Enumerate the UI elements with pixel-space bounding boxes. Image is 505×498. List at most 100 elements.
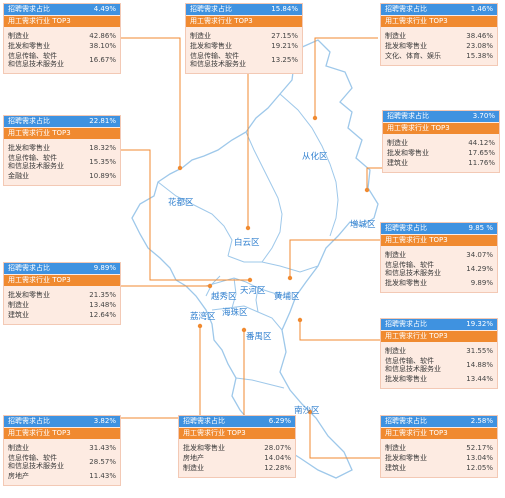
share-label: 招聘需求占比: [8, 264, 50, 272]
industry-row: 建筑业 12.64%: [8, 311, 116, 319]
industry-list: 批发和零售业 18.32% 信息传输、软件 和信息技术服务业 15.35% 金融业 10.…: [4, 139, 120, 185]
share-value: 3.82%: [93, 417, 116, 425]
industry-share: 52.17%: [466, 444, 493, 452]
district-stat-card: 招聘需求占比 15.84% 用工需求行业 TOP3 制造业 27.15% 批发和零售业 19…: [185, 3, 303, 74]
district-label-panyu: 番禺区: [246, 332, 272, 342]
industry-row: 制造业 13.48%: [8, 301, 116, 309]
industry-list: 制造业 42.86% 批发和零售业 38.10% 信息传输、软件 和信息技术服务业 16.…: [4, 27, 120, 73]
industry-list: 批发和零售业 21.35% 制造业 13.48% 建筑业 12.64%: [4, 286, 120, 324]
share-label: 招聘需求占比: [387, 112, 429, 120]
industry-name: 金融业: [8, 172, 29, 180]
industry-share: 14.88%: [466, 361, 493, 369]
share-value: 22.81%: [89, 117, 116, 125]
industry-row: 信息传输、软件 和信息技术服务业 13.25%: [190, 52, 298, 68]
industry-name: 批发和零售业: [387, 149, 429, 157]
share-value: 6.29%: [268, 417, 291, 425]
district-stat-card: 招聘需求占比 6.29% 用工需求行业 TOP3 批发和零售业 28.07% 房地产 14.…: [178, 415, 296, 478]
share-label: 招聘需求占比: [8, 117, 50, 125]
share-value: 19.32%: [466, 320, 493, 328]
share-label: 招聘需求占比: [385, 224, 427, 232]
share-value: 3.70%: [472, 112, 495, 120]
top3-header: 用工需求行业 TOP3: [381, 16, 497, 27]
industry-name: 制造业: [183, 464, 204, 472]
industry-name: 批发和零售业: [190, 42, 232, 50]
industry-share: 21.35%: [89, 291, 116, 299]
industry-row: 信息传输、软件 和信息技术服务业 16.67%: [8, 52, 116, 68]
share-value: 4.49%: [93, 5, 116, 13]
industry-name: 批发和零售业: [385, 42, 427, 50]
industry-share: 14.04%: [264, 454, 291, 462]
share-label: 招聘需求占比: [8, 5, 50, 13]
industry-row: 建筑业 11.76%: [387, 159, 495, 167]
share-header: 招聘需求占比 1.46%: [381, 4, 497, 15]
leader-dots: [177, 115, 370, 415]
industry-row: 房地产 14.04%: [183, 454, 291, 462]
industry-row: 制造业 44.12%: [387, 139, 495, 147]
industry-name: 信息传输、软件 和信息技术服务业: [8, 454, 64, 470]
share-value: 15.84%: [271, 5, 298, 13]
district-stat-card: 招聘需求占比 1.46% 用工需求行业 TOP3 制造业 38.46% 批发和零售业 23.…: [380, 3, 498, 66]
share-header: 招聘需求占比 19.32%: [381, 319, 497, 330]
industry-row: 批发和零售业 23.08%: [385, 42, 493, 50]
industry-row: 批发和零售业 28.07%: [183, 444, 291, 452]
industry-name: 建筑业: [387, 159, 408, 167]
district-stat-card: 招聘需求占比 19.32% 用工需求行业 TOP3 制造业 31.55% 信息传输、软件 …: [380, 318, 498, 389]
share-label: 招聘需求占比: [385, 5, 427, 13]
top3-header: 用工需求行业 TOP3: [186, 16, 302, 27]
industry-share: 27.15%: [271, 32, 298, 40]
industry-share: 11.76%: [468, 159, 495, 167]
share-header: 招聘需求占比 3.82%: [4, 416, 120, 427]
industry-row: 批发和零售业 21.35%: [8, 291, 116, 299]
district-stat-card: 招聘需求占比 4.49% 用工需求行业 TOP3 制造业 42.86% 批发和零售业 38.…: [3, 3, 121, 74]
industry-share: 11.43%: [89, 472, 116, 480]
industry-name: 信息传输、软件 和信息技术服务业: [8, 154, 64, 170]
share-label: 招聘需求占比: [385, 320, 427, 328]
share-value: 9.89%: [93, 264, 116, 272]
industry-share: 14.29%: [466, 265, 493, 273]
district-stat-card: 招聘需求占比 3.82% 用工需求行业 TOP3 制造业 31.43% 信息传输、软件 和…: [3, 415, 121, 486]
industry-name: 建筑业: [385, 464, 406, 472]
industry-row: 信息传输、软件 和信息技术服务业 15.35%: [8, 154, 116, 170]
industry-share: 13.04%: [466, 454, 493, 462]
industry-name: 信息传输、软件 和信息技术服务业: [8, 52, 64, 68]
industry-name: 制造业: [387, 139, 408, 147]
industry-name: 建筑业: [8, 311, 29, 319]
industry-share: 31.55%: [466, 347, 493, 355]
industry-name: 批发和零售业: [183, 444, 225, 452]
industry-name: 制造业: [385, 251, 406, 259]
district-stat-card: 招聘需求占比 2.58% 用工需求行业 TOP3 制造业 52.17% 批发和零售业 13.…: [380, 415, 498, 478]
industry-name: 文化、体育、娱乐: [385, 52, 441, 60]
industry-row: 批发和零售业 19.21%: [190, 42, 298, 50]
industry-share: 28.07%: [264, 444, 291, 452]
district-label-huadu: 花都区: [168, 198, 194, 208]
district-label-conghua: 从化区: [302, 152, 328, 162]
industry-share: 19.21%: [271, 42, 298, 50]
top3-header: 用工需求行业 TOP3: [179, 428, 295, 439]
top3-header: 用工需求行业 TOP3: [4, 128, 120, 139]
industry-row: 制造业 34.07%: [385, 251, 493, 259]
share-header: 招聘需求占比 15.84%: [186, 4, 302, 15]
district-label-yuexiu: 越秀区: [211, 292, 237, 302]
district-label-haizhu: 海珠区: [222, 308, 248, 318]
industry-row: 金融业 10.89%: [8, 172, 116, 180]
top3-header: 用工需求行业 TOP3: [381, 331, 497, 342]
district-stat-card: 招聘需求占比 9.85 % 用工需求行业 TOP3 制造业 34.07% 信息传输、软件 …: [380, 222, 498, 293]
industry-name: 批发和零售业: [385, 279, 427, 287]
share-header: 招聘需求占比 22.81%: [4, 116, 120, 127]
industry-list: 制造业 38.46% 批发和零售业 23.08% 文化、体育、娱乐 15.38%: [381, 27, 497, 65]
industry-name: 制造业: [190, 32, 211, 40]
industry-share: 18.32%: [89, 144, 116, 152]
industry-name: 制造业: [8, 32, 29, 40]
industry-row: 制造业 42.86%: [8, 32, 116, 40]
industry-name: 制造业: [385, 347, 406, 355]
industry-name: 批发和零售业: [8, 291, 50, 299]
share-header: 招聘需求占比 9.85 %: [381, 223, 497, 234]
industry-list: 制造业 31.43% 信息传输、软件 和信息技术服务业 28.57% 房地产 11.43%: [4, 439, 120, 485]
top3-header: 用工需求行业 TOP3: [381, 235, 497, 246]
industry-share: 17.65%: [468, 149, 495, 157]
industry-row: 批发和零售业 9.89%: [385, 279, 493, 287]
industry-name: 批发和零售业: [385, 375, 427, 383]
industry-row: 信息传输、软件 和信息技术服务业 14.29%: [385, 261, 493, 277]
city-outline: [131, 39, 379, 479]
district-stat-card: 招聘需求占比 3.70% 用工需求行业 TOP3 制造业 44.12% 批发和零售业 17.…: [382, 110, 500, 173]
